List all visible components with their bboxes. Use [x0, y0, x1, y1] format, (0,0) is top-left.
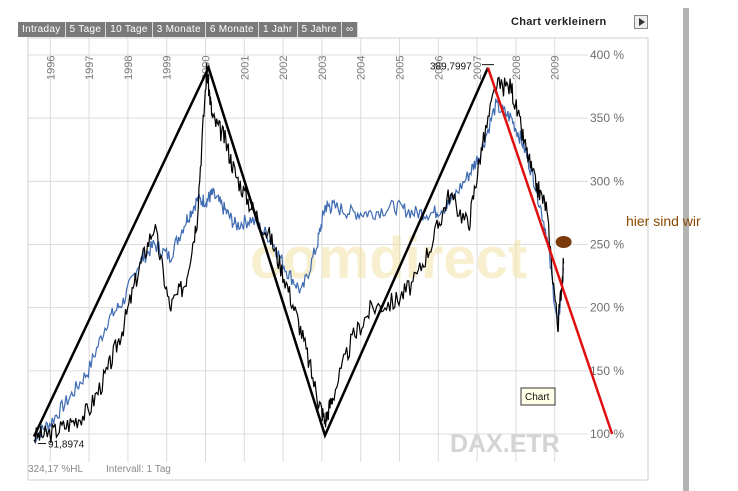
y-tick-label: 250 % — [590, 238, 624, 252]
x-tick-label: 2009 — [550, 56, 562, 80]
tab-7[interactable]: ∞ — [342, 22, 359, 37]
y-axis-ticks: 100 % 150 % 200 % 250 % 300 % 350 % 400 % — [590, 48, 624, 441]
high-label: 389,7997 — [430, 62, 472, 73]
shrink-chart-button[interactable] — [634, 15, 648, 29]
x-tick-label: 2006 — [433, 56, 445, 80]
y-tick-label: 400 % — [590, 48, 624, 62]
x-tick-label: 1999 — [162, 56, 174, 80]
tab-1[interactable]: 5 Tage — [66, 22, 107, 37]
tab-2[interactable]: 10 Tage — [106, 22, 153, 37]
tab-3[interactable]: 3 Monate — [153, 22, 206, 37]
tooltip-chart: Chart — [520, 387, 556, 406]
grid — [28, 38, 588, 462]
y-tick-label: 150 % — [590, 364, 624, 378]
x-tick-label: 2007 — [472, 56, 484, 80]
annotation-text: hier sind wir — [626, 213, 701, 229]
x-tick-label: 1998 — [123, 56, 135, 80]
x-tick-label: 2003 — [317, 56, 329, 80]
current-position-marker — [555, 235, 572, 248]
watermark-brand: comdirect — [250, 226, 527, 291]
y-tick-label: 100 % — [590, 427, 624, 441]
shrink-chart-label[interactable]: Chart verkleinern — [511, 16, 607, 28]
footer-interval: Intervall: 1 Tag — [106, 464, 171, 475]
x-tick-label: 2008 — [511, 56, 523, 80]
trend-lines — [32, 64, 490, 439]
triangle-right-icon — [639, 18, 645, 26]
x-tick-label: 1996 — [45, 56, 57, 80]
y-tick-label: 350 % — [590, 111, 624, 125]
tab-4[interactable]: 6 Monate — [206, 22, 259, 37]
x-tick-label: 2001 — [239, 56, 251, 80]
scrollbar-strip — [683, 8, 689, 491]
tooltip-text: Chart — [525, 392, 550, 403]
y-tick-label: 200 % — [590, 301, 624, 315]
x-tick-label: 2002 — [278, 56, 290, 80]
footer-performance: 324,17 %HL — [28, 464, 83, 475]
watermark-symbol: DAX.ETR — [450, 430, 560, 458]
x-tick-label: 1997 — [84, 56, 96, 80]
x-tick-label: 2005 — [394, 56, 406, 80]
forecast-line — [486, 67, 614, 435]
tab-5[interactable]: 1 Jahr — [259, 22, 298, 37]
timeframe-tabs: Intraday 5 Tage 10 Tage 3 Monate 6 Monate 1 J… — [18, 22, 359, 37]
series-layer: 389,7997 91,8974 — [32, 62, 614, 451]
y-tick-label: 300 % — [590, 174, 624, 188]
tab-6[interactable]: 5 Jahre — [298, 22, 342, 37]
low-label: 91,8974 — [48, 440, 85, 451]
tab-0[interactable]: Intraday — [18, 22, 66, 37]
x-tick-label: 2004 — [356, 56, 368, 80]
